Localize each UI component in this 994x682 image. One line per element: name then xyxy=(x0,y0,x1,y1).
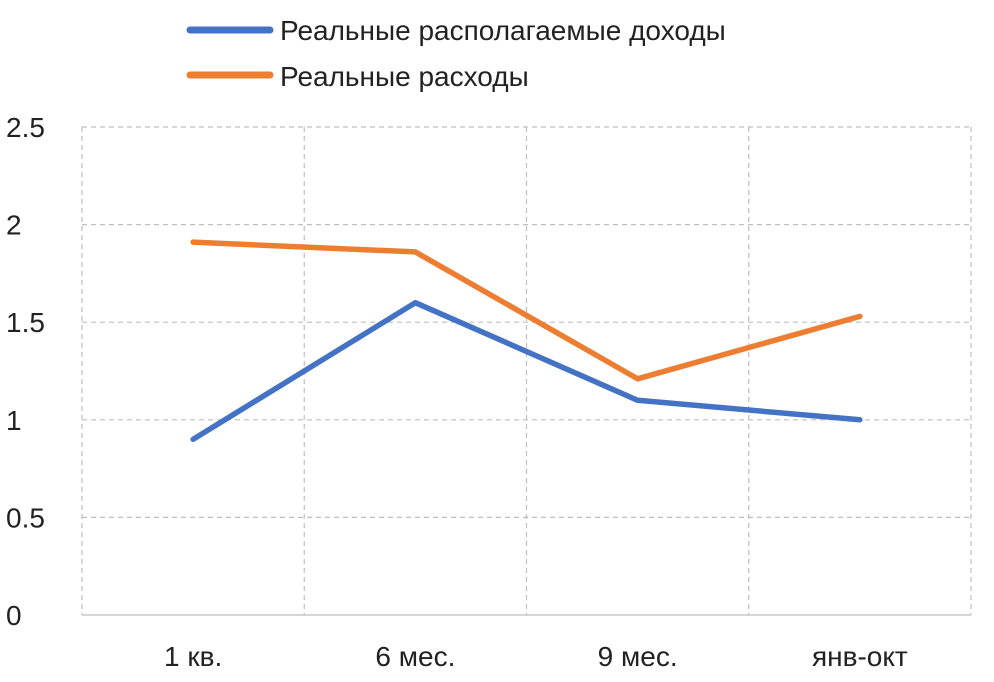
y-axis: 0 0.5 1 1.5 2 2.5 xyxy=(6,112,45,631)
y-tick-label: 2.5 xyxy=(6,112,45,143)
x-axis: 1 кв. 6 мес. 9 мес. янв-окт xyxy=(164,641,908,672)
grid xyxy=(81,126,972,616)
x-tick-label: янв-окт xyxy=(812,641,908,672)
legend-label-income: Реальные располагаемые доходы xyxy=(280,15,726,46)
y-tick-label: 2 xyxy=(6,210,22,241)
x-tick-label: 1 кв. xyxy=(164,641,222,672)
legend: Реальные располагаемые доходы Реальные р… xyxy=(186,15,726,92)
series-group xyxy=(190,239,863,443)
series-line-spending xyxy=(190,239,863,382)
y-tick-label: 0 xyxy=(6,600,22,631)
x-tick-label: 6 мес. xyxy=(375,641,455,672)
y-tick-label: 0.5 xyxy=(6,502,45,533)
x-tick-label: 9 мес. xyxy=(598,641,678,672)
legend-label-spending: Реальные расходы xyxy=(280,61,529,92)
series-line-income xyxy=(190,299,863,443)
y-tick-label: 1 xyxy=(6,405,22,436)
y-tick-label: 1.5 xyxy=(6,307,45,338)
